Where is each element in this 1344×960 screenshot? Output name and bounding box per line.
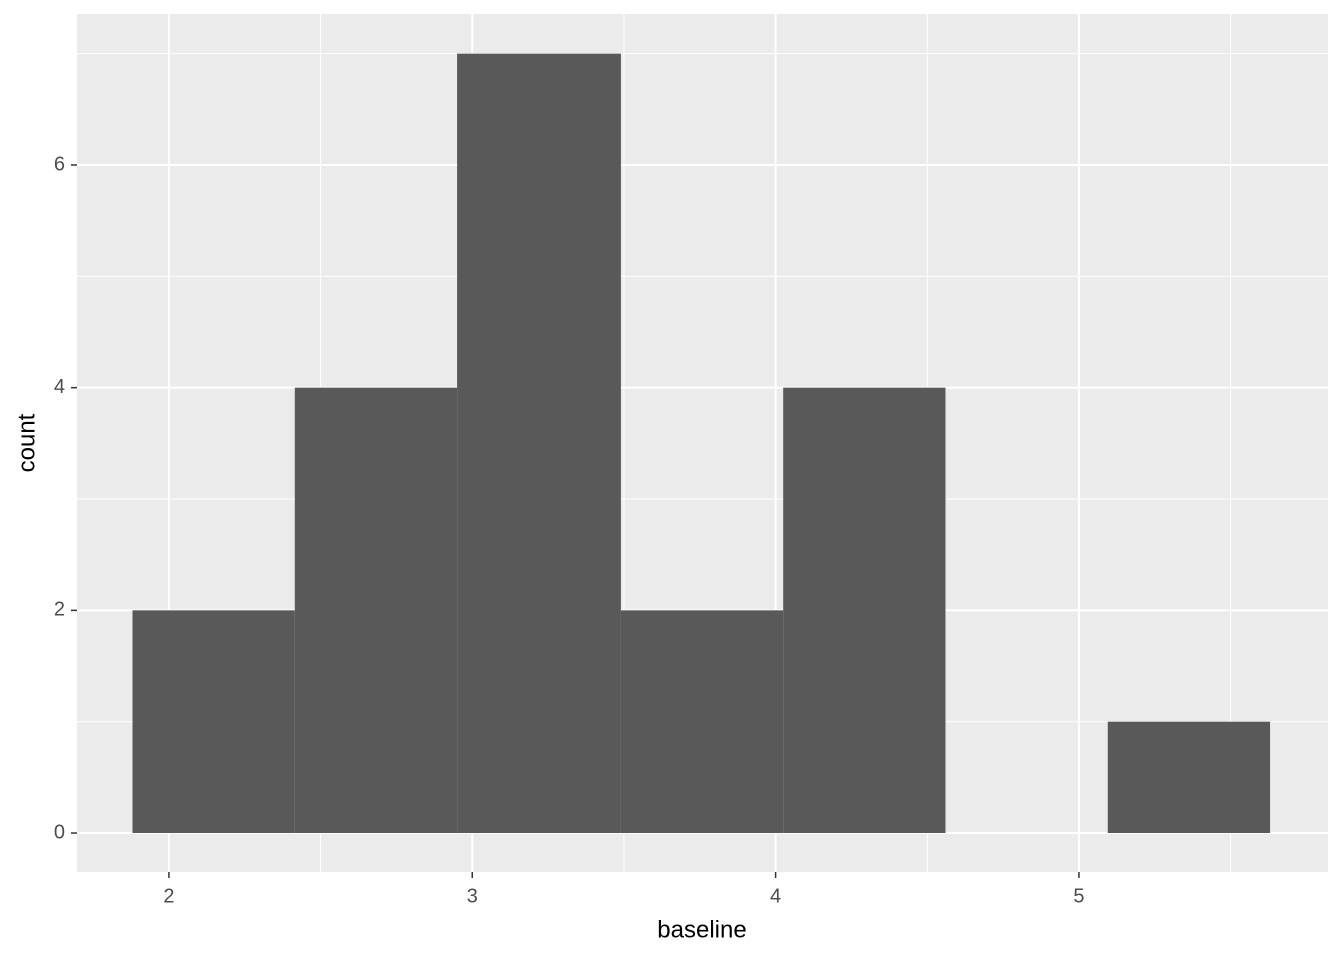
bar [1107, 721, 1271, 834]
x-tick-label: 2 [163, 885, 174, 907]
y-axis-title: count [13, 413, 40, 472]
x-tick-label: 4 [770, 885, 781, 907]
x-axis-title: baseline [657, 916, 746, 943]
y-tick-label: 4 [54, 376, 65, 398]
bar [132, 610, 295, 834]
bar [620, 610, 784, 834]
bar [294, 387, 458, 834]
y-tick-label: 2 [54, 599, 65, 621]
x-tick-label: 5 [1073, 885, 1084, 907]
x-tick-label: 3 [467, 885, 478, 907]
y-tick-label: 6 [54, 153, 65, 175]
axes: 2 3 4 5 0 2 4 6 [54, 153, 1085, 907]
bar [457, 53, 621, 834]
bar [783, 387, 946, 834]
bars [132, 53, 1271, 834]
y-tick-label: 0 [54, 821, 65, 843]
